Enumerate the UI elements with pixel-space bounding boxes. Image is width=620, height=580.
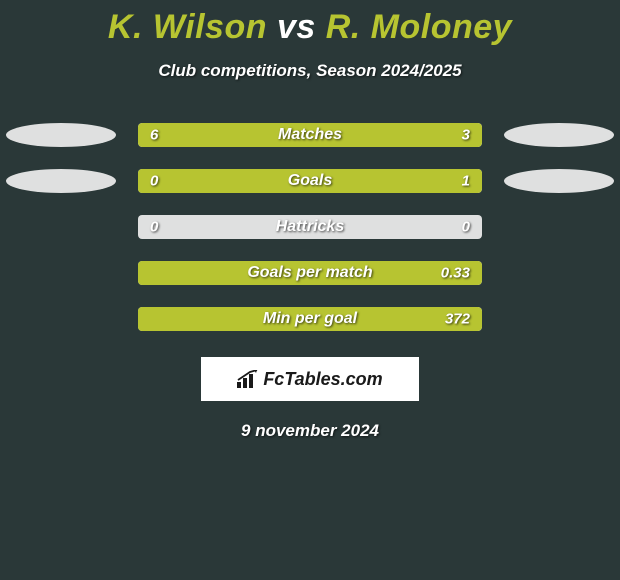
left-value: 6 xyxy=(150,127,158,144)
player2-name: R. Moloney xyxy=(326,8,512,46)
right-value: 1 xyxy=(462,173,470,190)
stat-bar: 0 0Hattricks xyxy=(138,215,482,239)
stat-label: Hattricks xyxy=(138,218,482,236)
fill-left xyxy=(138,123,367,147)
left-ellipse xyxy=(6,169,116,193)
right-ellipse xyxy=(504,169,614,193)
fill-right xyxy=(138,169,482,193)
right-value: 372 xyxy=(445,311,470,328)
fill-right xyxy=(138,307,482,331)
stat-bar: 01Goals xyxy=(138,169,482,193)
player1-name: K. Wilson xyxy=(108,8,267,46)
stat-row: 0 0Hattricks xyxy=(0,215,620,239)
stat-row: 63Matches xyxy=(0,123,620,147)
stat-bar: 0.33Goals per match xyxy=(138,261,482,285)
vs-text: vs xyxy=(277,8,316,46)
stat-bar: 372Min per goal xyxy=(138,307,482,331)
date: 9 november 2024 xyxy=(0,421,620,441)
stat-row: 372Min per goal xyxy=(0,307,620,331)
stat-rows: 63Matches01Goals00Hattricks0.33Goals per… xyxy=(0,123,620,331)
fill-right xyxy=(138,261,482,285)
left-ellipse xyxy=(6,123,116,147)
left-value: 0 xyxy=(150,173,158,190)
subtitle: Club competitions, Season 2024/2025 xyxy=(0,61,620,81)
chart-icon xyxy=(237,370,259,388)
right-value: 3 xyxy=(462,127,470,144)
stat-row: 0.33Goals per match xyxy=(0,261,620,285)
right-value: 0.33 xyxy=(441,265,470,282)
right-value: 0 xyxy=(462,219,470,236)
stat-bar: 63Matches xyxy=(138,123,482,147)
left-value: 0 xyxy=(150,219,158,236)
stat-row: 01Goals xyxy=(0,169,620,193)
logo-box: FcTables.com xyxy=(201,357,419,401)
comparison-title: K. Wilson vs R. Moloney xyxy=(0,0,620,47)
right-ellipse xyxy=(504,123,614,147)
logo-text: FcTables.com xyxy=(263,369,382,390)
